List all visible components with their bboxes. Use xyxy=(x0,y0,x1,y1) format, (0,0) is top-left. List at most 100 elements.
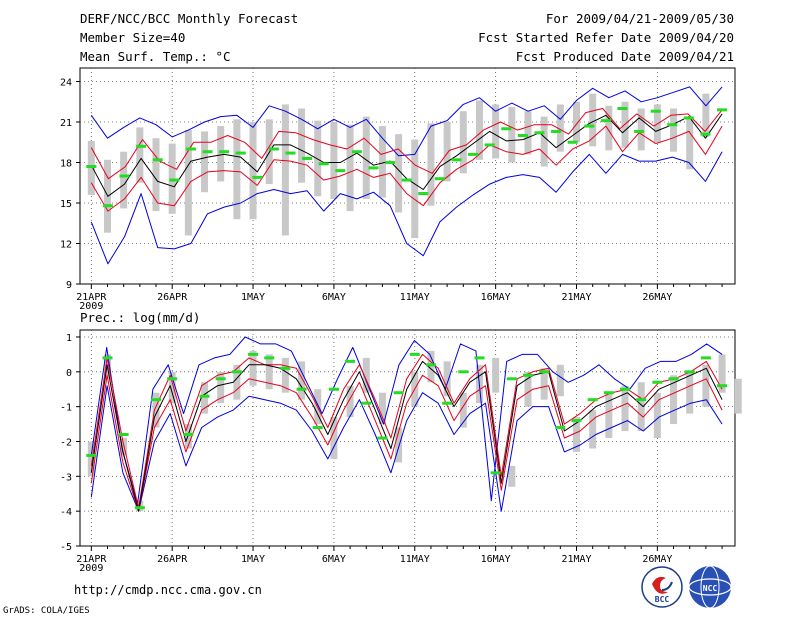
observed-marker xyxy=(650,109,661,113)
bcc-logo-swirl xyxy=(652,576,668,594)
precip-plot-frame xyxy=(79,329,736,547)
observed-marker xyxy=(409,352,420,356)
spread-bar xyxy=(330,417,338,459)
ncc-logo-orbit xyxy=(688,578,732,596)
observed-marker xyxy=(102,356,113,360)
observed-marker xyxy=(534,131,545,135)
spread-bar xyxy=(281,357,289,393)
y-tick-label: -1 xyxy=(60,403,72,414)
observed-marker xyxy=(451,158,462,162)
x-year-label: 2009 xyxy=(79,301,103,312)
spread-bar xyxy=(492,104,500,159)
observed-marker xyxy=(119,174,130,178)
spread-bar xyxy=(702,93,710,137)
precip-observed-markers xyxy=(86,352,728,510)
spread-bar xyxy=(281,104,289,236)
observed-marker xyxy=(425,363,436,367)
spread-bar xyxy=(589,93,597,147)
grads-credit: GrADS: COLA/IGES xyxy=(3,606,90,616)
observed-marker xyxy=(86,453,97,457)
observed-marker xyxy=(434,177,445,181)
spread-bar xyxy=(637,382,645,432)
spread-bar xyxy=(378,392,386,425)
observed-marker xyxy=(418,192,429,196)
spread-bar xyxy=(556,104,564,152)
observed-marker xyxy=(185,147,196,151)
spread-bar xyxy=(314,120,322,197)
observed-marker xyxy=(199,394,210,398)
bcc-logo-ring xyxy=(641,566,683,608)
observed-marker xyxy=(377,436,388,440)
spread-bar xyxy=(653,392,661,438)
spread-bar xyxy=(702,364,710,407)
spread-bar xyxy=(718,354,726,393)
observed-marker xyxy=(584,124,595,128)
spread-bar xyxy=(670,108,678,152)
precip-x-tick-labels: 21APR 26APR 1MAY 6MAY 11MAY 16MAY 21MAY 26MAY 20… xyxy=(76,546,723,574)
y-tick-label: 15 xyxy=(60,199,72,210)
observed-marker xyxy=(393,391,404,395)
observed-marker xyxy=(169,178,180,182)
y-tick-label: 0 xyxy=(66,368,72,379)
x-tick-label: 6MAY xyxy=(322,554,346,565)
temperature-x-tick-labels: 21APR 26APR 1MAY 6MAY 11MAY 16MAY 21MAY 26MAY 20… xyxy=(76,284,723,312)
observed-marker xyxy=(700,356,711,360)
spread-bar xyxy=(249,350,257,386)
observed-marker xyxy=(118,433,129,437)
temperature-gridlines xyxy=(80,68,735,284)
spread-bar xyxy=(152,392,160,428)
spread-bar xyxy=(152,138,160,212)
observed-marker xyxy=(603,391,614,395)
bcc-logo-arc xyxy=(661,581,673,591)
spread-bar xyxy=(637,108,645,151)
precip-series-lines xyxy=(90,336,723,512)
x-tick-label: 1MAY xyxy=(241,554,265,565)
series-line-max xyxy=(90,86,723,157)
y-tick-label: 21 xyxy=(60,118,72,129)
precip-panel-title: Prec.: log(mm/d) xyxy=(80,310,200,325)
spread-bar xyxy=(298,108,306,183)
spread-bar xyxy=(492,357,500,393)
x-tick-label: 21APR xyxy=(76,554,107,565)
spread-bar xyxy=(556,364,564,397)
series-line-mean xyxy=(90,360,723,512)
spread-bar xyxy=(362,357,370,393)
precip-y-tick-labels: 1 0 -1 -2 -3 -4 -5 xyxy=(60,333,80,553)
spread-bar xyxy=(443,122,451,182)
observed-marker xyxy=(587,398,598,402)
observed-marker xyxy=(302,156,313,160)
observed-marker xyxy=(636,398,647,402)
observed-marker xyxy=(280,366,291,370)
spread-bar xyxy=(459,111,467,174)
temperature-y-tick-labels: 24 21 18 15 12 9 xyxy=(60,78,80,291)
observed-marker xyxy=(506,377,517,381)
observed-marker xyxy=(620,387,631,391)
spread-bar xyxy=(120,151,128,209)
spread-bar xyxy=(670,375,678,425)
bcc-logo-text: BCC xyxy=(655,595,670,604)
spread-bar xyxy=(201,131,209,193)
observed-marker xyxy=(351,150,362,154)
forecast-period: For 2009/04/21-2009/05/30 xyxy=(546,11,734,26)
observed-marker xyxy=(252,175,263,179)
x-year-label: 2009 xyxy=(79,563,103,574)
spread-bar xyxy=(459,392,467,428)
observed-marker xyxy=(617,107,628,110)
spread-bar xyxy=(201,382,209,414)
observed-marker xyxy=(231,370,242,374)
ncc-logo-text: NCC xyxy=(703,584,718,593)
y-tick-label: 12 xyxy=(60,240,72,251)
spread-bar xyxy=(443,361,451,397)
spread-bar xyxy=(475,100,483,160)
y-tick-label: -2 xyxy=(60,437,72,448)
series-line-lower xyxy=(90,374,723,512)
observed-marker xyxy=(484,143,495,147)
series-line-min xyxy=(90,385,723,512)
y-tick-label: -5 xyxy=(60,542,72,553)
observed-marker xyxy=(264,356,275,360)
observed-marker xyxy=(555,426,566,430)
source-url: http://cmdp.ncc.cma.gov.cn xyxy=(74,583,262,597)
observed-marker xyxy=(667,123,678,127)
spread-bar xyxy=(573,101,581,143)
